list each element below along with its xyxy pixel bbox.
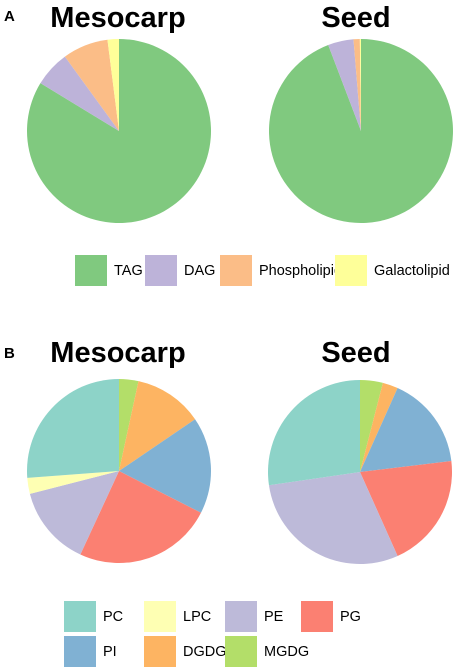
legend-item-tag: TAG — [75, 255, 143, 286]
legend-label-pe: PE — [264, 608, 284, 625]
pie-slice-dgdg — [360, 382, 398, 472]
legend-item-pg: PG — [301, 601, 361, 632]
legend-swatch-dgdg — [144, 636, 176, 667]
legend-label-galactolipid: Galactolipid — [374, 262, 450, 279]
legend-label-pg: PG — [340, 608, 361, 625]
legend-item-pc: PC — [64, 601, 123, 632]
legend-item-dag: DAG — [145, 255, 215, 286]
legend-label-mgdg: MGDG — [264, 643, 310, 660]
legend-label-pc: PC — [103, 608, 124, 625]
legend-label-phospholipid: Phospholipid — [259, 262, 343, 279]
pie-slice-pc — [268, 380, 360, 486]
legend-swatch-pg — [301, 601, 333, 632]
legend-item-pi: PI — [64, 636, 117, 667]
pie-slice-dag — [40, 56, 119, 131]
pie-slice-phospholipid — [353, 39, 361, 132]
legend-item-dgdg: DGDG — [144, 636, 227, 667]
pie-slice-pg — [80, 471, 201, 564]
pie-slice-pi — [119, 419, 211, 513]
legend-label-pi: PI — [103, 643, 117, 660]
pie-slice-galactolipid — [107, 39, 119, 131]
pie-title-seed-b: Seed — [321, 337, 391, 369]
legend-swatch-pi — [64, 636, 96, 667]
pie-slice-pc — [26, 379, 119, 478]
pie-slice-galactolipid — [359, 39, 361, 131]
pie-title-mesocarp-a: Mesocarp — [50, 2, 186, 34]
pie-slice-lpc — [27, 471, 119, 494]
legend-label-tag: TAG — [114, 262, 143, 279]
legend-item-pe: PE — [225, 601, 283, 632]
pie-slice-tag — [268, 39, 453, 223]
legend-swatch-tag — [75, 255, 107, 286]
legend-label-dgdg: DGDG — [183, 643, 227, 660]
legend-item-lpc: LPC — [144, 601, 211, 632]
legend-swatch-lpc — [144, 601, 176, 632]
legend-label-dag: DAG — [184, 262, 216, 279]
legend-swatch-phospholipid — [220, 255, 252, 286]
pie-slice-pe — [268, 472, 398, 565]
legend-swatch-galactolipid — [335, 255, 367, 286]
pie-slice-mgdg — [119, 379, 139, 471]
legend-item-mgdg: MGDG — [225, 636, 309, 667]
legend-item-phospholipid: Phospholipid — [220, 255, 342, 286]
pie-slice-dgdg — [119, 381, 196, 471]
panel-letter-a: A — [4, 8, 15, 25]
legend-swatch-pc — [64, 601, 96, 632]
pie-slice-pg — [360, 461, 453, 556]
legend-swatch-pe — [225, 601, 257, 632]
pie-title-seed-a: Seed — [321, 2, 391, 34]
pie-slice-pe — [29, 471, 119, 555]
pie-slice-dag — [328, 39, 361, 132]
pie-slice-pi — [360, 388, 452, 472]
pie-title-mesocarp-b: Mesocarp — [50, 337, 186, 369]
legend-swatch-mgdg — [225, 636, 257, 667]
legend-swatch-dag — [145, 255, 177, 286]
legend-label-lpc: LPC — [183, 608, 212, 625]
pie-slice-tag — [27, 39, 212, 223]
legend-item-galactolipid: Galactolipid — [335, 255, 450, 286]
panel-letter-b: B — [4, 345, 15, 362]
pie-slice-mgdg — [360, 380, 383, 472]
pie-slice-phospholipid — [64, 39, 119, 132]
